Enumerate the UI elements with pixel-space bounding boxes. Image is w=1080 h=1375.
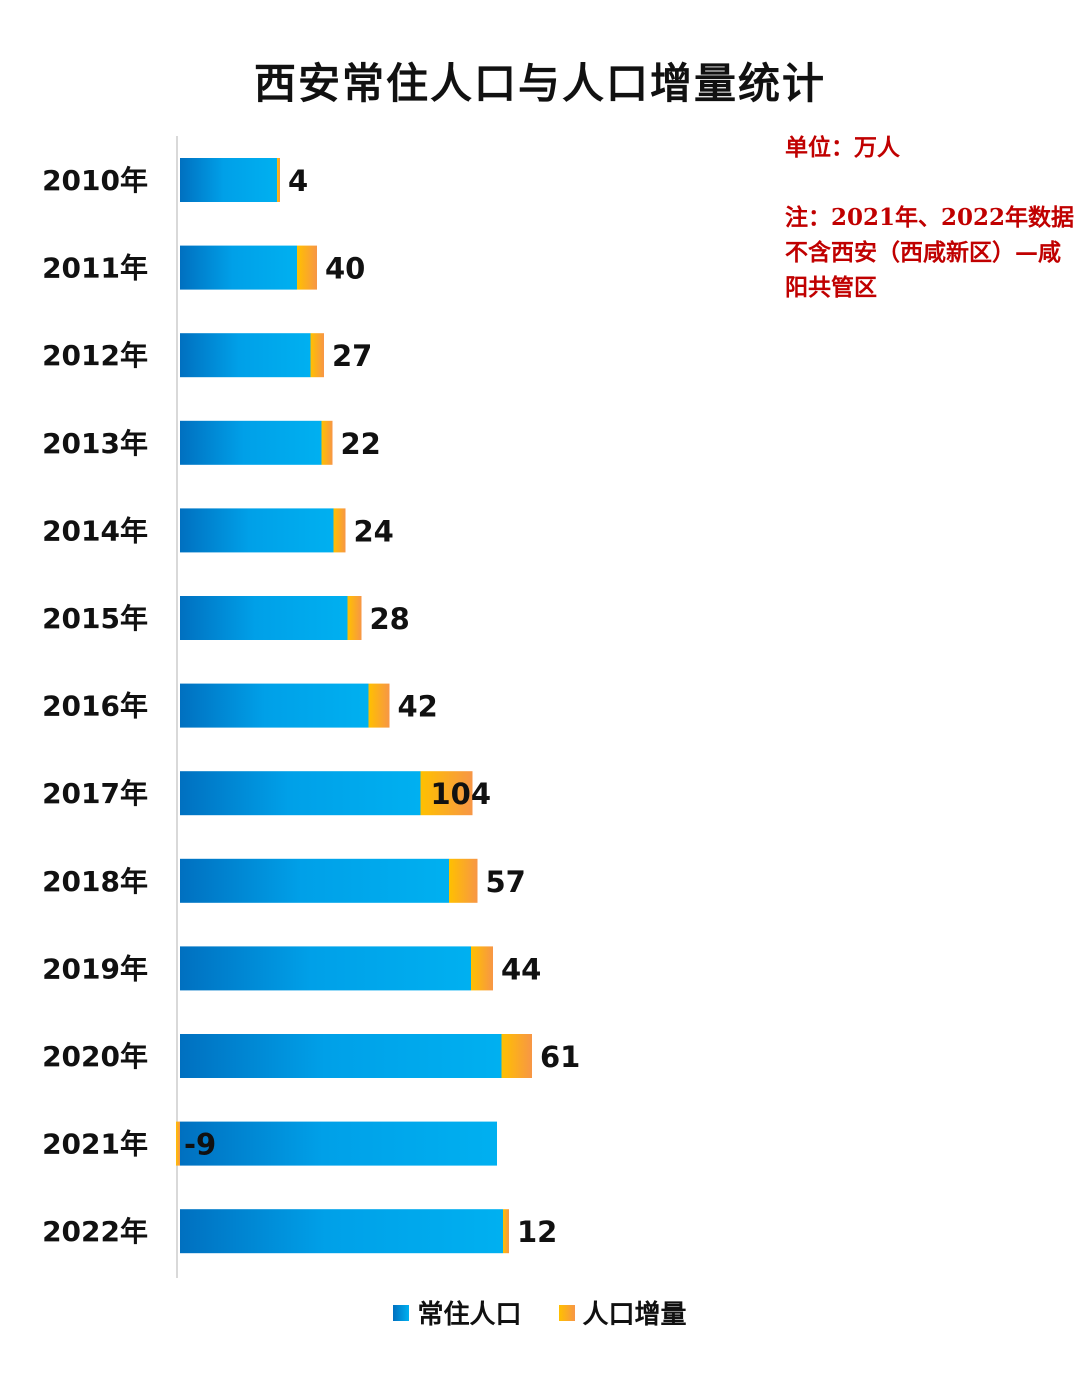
bar-population bbox=[180, 1034, 502, 1078]
bar-population bbox=[180, 508, 334, 553]
data-label: 61 bbox=[540, 1040, 580, 1074]
category-label: 2019年 bbox=[42, 952, 148, 985]
chart-title: 西安常住人口与人口增量统计 bbox=[253, 59, 826, 108]
data-label: 22 bbox=[341, 427, 381, 461]
bar-population bbox=[180, 946, 471, 991]
legend-label-increment: 人口增量 bbox=[582, 1300, 687, 1330]
bar-increment bbox=[368, 683, 390, 728]
bar-increment bbox=[176, 1121, 180, 1166]
data-label: 4 bbox=[288, 164, 308, 198]
bar-population bbox=[180, 1209, 503, 1254]
data-label: -9 bbox=[184, 1128, 216, 1162]
bar-population bbox=[180, 858, 449, 903]
category-label: 2021年 bbox=[42, 1128, 148, 1161]
chart-note: 单位：万人 注：2021年、2022年数据不含西安（西咸新区）—咸阳共管区 bbox=[785, 130, 1075, 305]
bar-population bbox=[180, 333, 311, 378]
bar-increment bbox=[471, 946, 493, 991]
category-label: 2022年 bbox=[42, 1215, 148, 1248]
data-label: 28 bbox=[370, 602, 410, 636]
data-label: 44 bbox=[501, 952, 541, 986]
bar-increment bbox=[321, 420, 333, 465]
bar-population bbox=[180, 596, 348, 640]
category-label: 2011年 bbox=[42, 252, 148, 285]
legend-swatch-population bbox=[393, 1304, 410, 1321]
bar-population bbox=[180, 771, 421, 816]
legend-item-population: 常住人口 bbox=[393, 1294, 521, 1331]
bar-increment bbox=[333, 508, 346, 553]
bar-increment bbox=[449, 858, 478, 903]
category-label: 2015年 bbox=[42, 602, 148, 635]
data-label: 104 bbox=[431, 777, 492, 811]
category-label: 2012年 bbox=[42, 339, 148, 372]
footnote: 注：2021年、2022年数据不含西安（西咸新区）—咸阳共管区 bbox=[785, 204, 1075, 301]
data-label: 27 bbox=[332, 339, 372, 373]
category-label: 2016年 bbox=[42, 690, 148, 723]
category-label: 2014年 bbox=[42, 514, 148, 547]
bar-increment bbox=[277, 158, 280, 202]
data-label: 57 bbox=[486, 865, 526, 899]
bar-increment bbox=[420, 771, 473, 816]
bar-increment bbox=[503, 1209, 509, 1254]
legend-label-population: 常住人口 bbox=[417, 1300, 522, 1330]
data-label: 42 bbox=[398, 690, 438, 724]
category-label: 2020年 bbox=[42, 1040, 148, 1073]
legend-swatch-increment bbox=[558, 1304, 575, 1321]
bar-population bbox=[180, 1121, 497, 1166]
bar-population bbox=[180, 683, 369, 728]
bar-increment bbox=[310, 333, 324, 378]
bar-increment bbox=[501, 1034, 532, 1078]
bar-increment bbox=[347, 596, 362, 640]
legend-item-increment: 人口增量 bbox=[558, 1294, 687, 1331]
unit-label: 单位：万人 bbox=[785, 134, 900, 161]
data-label: 40 bbox=[325, 252, 365, 286]
category-label: 2013年 bbox=[42, 427, 148, 460]
bar-population bbox=[180, 158, 277, 202]
data-label: 24 bbox=[354, 514, 394, 548]
category-label: 2018年 bbox=[42, 865, 148, 898]
bar-population bbox=[180, 420, 322, 465]
category-label: 2010年 bbox=[42, 164, 148, 197]
bar-increment bbox=[297, 245, 317, 290]
bar-population bbox=[180, 245, 297, 290]
legend: 常住人口 人口增量 bbox=[0, 1294, 1080, 1331]
category-label: 2017年 bbox=[42, 777, 148, 810]
data-label: 12 bbox=[517, 1215, 557, 1249]
